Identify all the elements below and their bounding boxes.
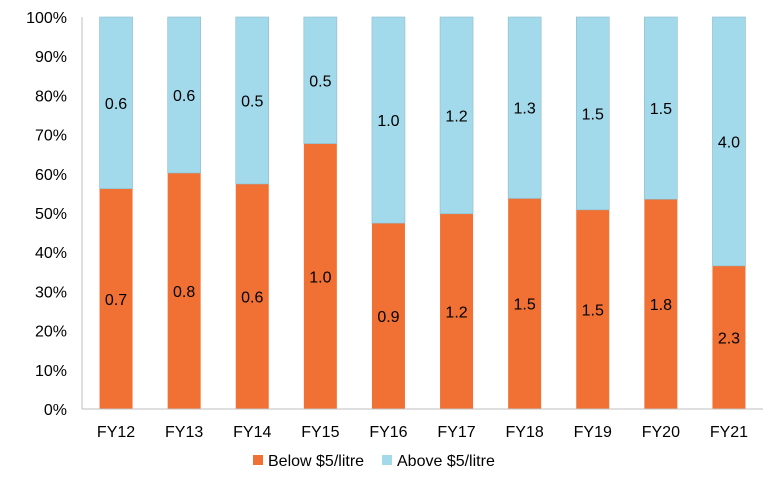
bar-above-fy17 — [439, 16, 474, 215]
bar-above-fy20 — [644, 16, 678, 200]
data-label-below-fy17: 1.2 — [445, 304, 467, 321]
x-tick-label: FY15 — [301, 424, 339, 441]
x-tick-label: FY17 — [437, 424, 475, 441]
bar-above-fy12 — [99, 16, 133, 189]
y-tick-label: 60% — [35, 167, 67, 184]
axes-layer — [81, 17, 763, 410]
legend-swatch — [382, 455, 392, 465]
data-label-below-fy16: 0.9 — [377, 309, 399, 326]
x-tick-label: FY20 — [642, 424, 680, 441]
bar-below-fy16 — [371, 223, 405, 409]
legend-swatch — [253, 455, 263, 465]
bar-above-fy14 — [235, 16, 270, 185]
y-tick-label: 90% — [35, 49, 67, 66]
y-tick-labels: 0% 10% 20% 30% 40% 50% 60% 70% 80% 90% 100% — [26, 10, 67, 419]
y-tick-label: 70% — [35, 128, 67, 145]
data-label-below-fy20: 1.8 — [650, 297, 672, 314]
bar-below-fy17 — [440, 213, 474, 409]
data-label-above-fy12: 0.6 — [105, 96, 127, 113]
y-tick-label: 80% — [35, 88, 67, 105]
x-tick-label: FY21 — [710, 424, 748, 441]
bar-below-fy21 — [712, 265, 746, 409]
bar-below-fy14 — [235, 183, 269, 409]
data-label-below-fy21: 2.3 — [718, 330, 740, 347]
x-tick-label: FY19 — [574, 424, 612, 441]
data-label-below-fy14: 0.6 — [241, 289, 263, 306]
legend-label: Below $5/litre — [268, 453, 364, 470]
bar-below-fy20 — [644, 199, 678, 409]
data-label-above-fy17: 1.2 — [445, 108, 467, 125]
data-label-below-fy15: 1.0 — [309, 269, 331, 286]
legend-label: Above $5/litre — [397, 453, 495, 470]
x-tick-label: FY13 — [165, 424, 203, 441]
bar-below-fy13 — [167, 173, 201, 409]
data-label-above-fy18: 1.3 — [514, 101, 536, 118]
data-labels-layer: 0.7 0.6 0.8 0.6 0.6 0.5 1.0 0.5 0.9 1.0 1.2 1.2 1.5 1… — [105, 73, 740, 347]
bar-below-fy15 — [303, 143, 337, 409]
data-label-above-fy19: 1.5 — [582, 106, 604, 123]
y-tick-label: 40% — [35, 245, 67, 262]
bar-above-fy13 — [167, 16, 201, 174]
y-tick-label: 0% — [44, 402, 67, 419]
x-tick-label: FY14 — [233, 424, 271, 441]
data-label-below-fy13: 0.8 — [173, 284, 195, 301]
data-label-above-fy13: 0.6 — [173, 88, 195, 105]
y-tick-label: 30% — [35, 284, 67, 301]
bar-above-fy16 — [371, 16, 406, 224]
bar-above-fy18 — [507, 16, 542, 199]
bar-below-fy19 — [576, 209, 610, 409]
bar-above-fy19 — [575, 16, 610, 211]
y-tick-label: 100% — [26, 10, 67, 27]
data-label-below-fy18: 1.5 — [514, 297, 536, 314]
data-label-below-fy12: 0.7 — [105, 292, 127, 309]
bar-below-fy18 — [508, 198, 542, 409]
x-tick-labels: FY12 FY13 FY14 FY15 FY16 FY17 FY18 FY19 FY20 FY21 — [97, 424, 748, 441]
data-label-below-fy19: 1.5 — [582, 302, 604, 319]
data-label-above-fy20: 1.5 — [650, 101, 672, 118]
bars-layer — [99, 16, 746, 409]
x-tick-label: FY16 — [369, 424, 407, 441]
y-tick-label: 50% — [35, 206, 67, 223]
x-tick-label: FY18 — [506, 424, 544, 441]
data-label-above-fy16: 1.0 — [377, 113, 399, 130]
data-label-above-fy15: 0.5 — [309, 73, 331, 90]
x-tick-label: FY12 — [97, 424, 135, 441]
data-label-above-fy14: 0.5 — [241, 93, 263, 110]
bar-above-fy15 — [303, 16, 338, 144]
data-label-above-fy21: 4.0 — [718, 134, 740, 151]
y-tick-label: 10% — [35, 363, 67, 380]
bar-below-fy12 — [99, 188, 133, 409]
bar-above-fy21 — [712, 16, 746, 267]
legend: Below $5/litre Above $5/litre — [253, 453, 495, 470]
y-tick-label: 20% — [35, 324, 67, 341]
